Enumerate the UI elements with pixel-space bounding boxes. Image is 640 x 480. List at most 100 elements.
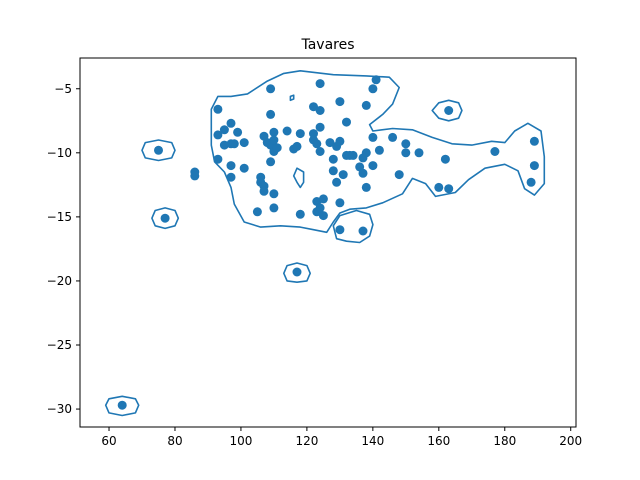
scatter-point bbox=[361, 100, 371, 110]
y-axis: −5 −10 −15 −20 −25 −30 bbox=[47, 82, 80, 416]
scatter-point bbox=[368, 132, 378, 142]
scatter-points bbox=[117, 75, 539, 410]
scatter-point bbox=[213, 104, 223, 114]
scatter-point bbox=[219, 125, 229, 135]
scatter-point bbox=[292, 141, 302, 151]
scatter-point bbox=[371, 75, 381, 85]
scatter-point bbox=[315, 106, 325, 115]
scatter-point bbox=[252, 207, 262, 217]
scatter-point bbox=[272, 143, 282, 153]
x-tick-label: 60 bbox=[101, 434, 116, 448]
y-tick-label: −15 bbox=[47, 210, 72, 224]
scatter-point bbox=[117, 400, 127, 410]
scatter-point bbox=[332, 177, 342, 187]
scatter-point bbox=[226, 172, 236, 182]
scatter-point bbox=[213, 130, 223, 140]
scatter-point bbox=[401, 139, 411, 149]
x-axis: 60 80 100 120 140 160 180 200 bbox=[101, 427, 582, 448]
scatter-point bbox=[490, 147, 500, 156]
plot-frame bbox=[79, 57, 577, 428]
y-tick-label: −10 bbox=[47, 146, 72, 160]
scatter-point bbox=[358, 168, 368, 178]
scatter-point bbox=[401, 148, 411, 158]
density-contours bbox=[104, 70, 546, 417]
scatter-point bbox=[315, 79, 325, 89]
scatter-point bbox=[358, 226, 368, 236]
y-tick-label: −20 bbox=[47, 274, 72, 288]
x-tick-label: 180 bbox=[493, 434, 516, 448]
density-contour-line bbox=[210, 70, 546, 234]
scatter-point bbox=[348, 150, 358, 160]
x-tick-label: 140 bbox=[361, 434, 384, 448]
scatter-point bbox=[266, 109, 276, 119]
scatter-point bbox=[154, 145, 163, 155]
scatter-point bbox=[226, 118, 236, 128]
scatter-point bbox=[160, 213, 170, 223]
scatter-point bbox=[292, 267, 302, 277]
scatter-point bbox=[312, 139, 322, 149]
y-tick-label: −30 bbox=[47, 402, 72, 416]
scatter-point bbox=[529, 161, 539, 171]
scatter-point bbox=[328, 166, 338, 176]
scatter-point bbox=[266, 157, 276, 167]
scatter-point bbox=[295, 209, 305, 219]
scatter-point bbox=[269, 135, 279, 145]
scatter-point bbox=[529, 136, 539, 146]
density-contour-line bbox=[332, 209, 374, 244]
scatter-point bbox=[309, 129, 318, 139]
scatter-point bbox=[190, 171, 200, 181]
scatter-point bbox=[374, 145, 384, 155]
scatter-point bbox=[269, 189, 279, 199]
scatter-point bbox=[335, 136, 345, 146]
scatter-point bbox=[229, 139, 239, 149]
x-tick-label: 100 bbox=[229, 434, 252, 448]
scatter-point bbox=[335, 198, 345, 208]
scatter-point bbox=[315, 147, 325, 156]
x-tick-label: 80 bbox=[167, 434, 182, 448]
scatter-point bbox=[315, 122, 325, 132]
scatter-point bbox=[259, 186, 269, 196]
scatter-point bbox=[368, 84, 378, 94]
scatter-point bbox=[226, 161, 236, 171]
scatter-point bbox=[361, 148, 371, 158]
scatter-point bbox=[266, 84, 276, 94]
density-contour-line bbox=[292, 167, 305, 189]
density-contour-line bbox=[289, 94, 295, 102]
scatter-point bbox=[394, 170, 404, 180]
scatter-point bbox=[318, 211, 328, 221]
scatter-point bbox=[269, 127, 279, 137]
density-contour-line bbox=[283, 262, 311, 283]
density-contour-line bbox=[104, 395, 140, 417]
scatter-point bbox=[368, 161, 378, 171]
scatter-point bbox=[526, 177, 536, 187]
scatter-point bbox=[239, 163, 249, 173]
scatter-point bbox=[388, 132, 398, 142]
scatter-point bbox=[444, 106, 454, 115]
scatter-point bbox=[213, 154, 223, 164]
density-contour-line bbox=[431, 99, 463, 122]
x-tick-label: 200 bbox=[559, 434, 582, 448]
scatter-point bbox=[269, 203, 279, 213]
scatter-point bbox=[335, 225, 345, 235]
scatter-point bbox=[233, 127, 243, 137]
density-contour-line bbox=[141, 139, 176, 162]
scatter-point bbox=[414, 148, 424, 158]
scatter-point bbox=[342, 117, 351, 127]
scatter-point bbox=[335, 97, 345, 107]
scatter-point bbox=[282, 126, 292, 136]
scatter-point bbox=[239, 138, 249, 148]
scatter-point bbox=[434, 182, 444, 192]
scatter-point bbox=[295, 129, 305, 139]
scatter-point bbox=[440, 154, 450, 164]
scatter-point bbox=[325, 138, 335, 148]
scatter-point bbox=[309, 102, 318, 112]
y-tick-label: −5 bbox=[54, 82, 72, 96]
scatter-point bbox=[328, 154, 338, 164]
density-contour-line bbox=[151, 207, 180, 230]
chart-title: Tavares bbox=[300, 37, 354, 53]
scatter-point bbox=[444, 184, 454, 194]
x-tick-label: 120 bbox=[295, 434, 318, 448]
x-tick-label: 160 bbox=[427, 434, 450, 448]
